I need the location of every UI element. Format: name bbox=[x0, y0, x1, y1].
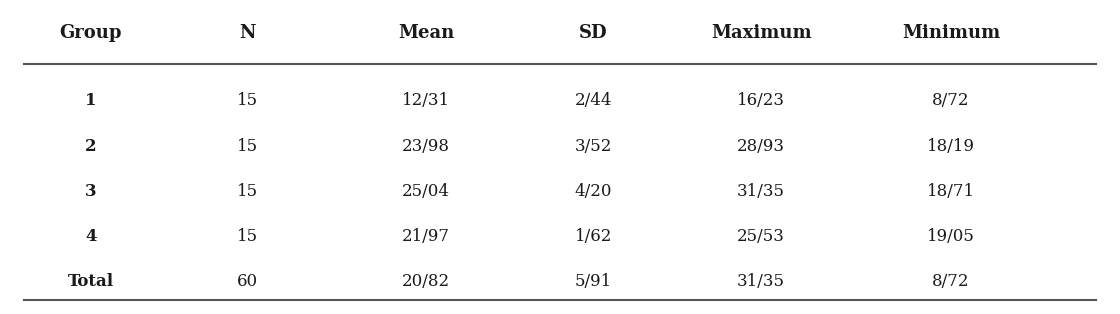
Text: 12/31: 12/31 bbox=[402, 93, 450, 110]
Text: 25/04: 25/04 bbox=[402, 183, 450, 200]
Text: 3: 3 bbox=[85, 183, 96, 200]
Text: 1: 1 bbox=[85, 93, 96, 110]
Text: Minimum: Minimum bbox=[902, 24, 1000, 41]
Text: 2/44: 2/44 bbox=[575, 93, 613, 110]
Text: 21/97: 21/97 bbox=[402, 228, 450, 245]
Text: 2: 2 bbox=[85, 138, 96, 154]
Text: Group: Group bbox=[59, 24, 122, 41]
Text: 23/98: 23/98 bbox=[402, 138, 450, 154]
Text: 31/35: 31/35 bbox=[737, 183, 785, 200]
Text: 5/91: 5/91 bbox=[575, 273, 613, 290]
Text: 60: 60 bbox=[236, 273, 258, 290]
Text: Mean: Mean bbox=[398, 24, 454, 41]
Text: 19/05: 19/05 bbox=[927, 228, 976, 245]
Text: 16/23: 16/23 bbox=[737, 93, 785, 110]
Text: N: N bbox=[239, 24, 255, 41]
Text: 20/82: 20/82 bbox=[402, 273, 450, 290]
Text: 8/72: 8/72 bbox=[932, 273, 970, 290]
Text: Total: Total bbox=[67, 273, 114, 290]
Text: 15: 15 bbox=[236, 228, 258, 245]
Text: 1/62: 1/62 bbox=[575, 228, 613, 245]
Text: 25/53: 25/53 bbox=[737, 228, 785, 245]
Text: 4: 4 bbox=[85, 228, 96, 245]
Text: 31/35: 31/35 bbox=[737, 273, 785, 290]
Text: 8/72: 8/72 bbox=[932, 93, 970, 110]
Text: 15: 15 bbox=[236, 183, 258, 200]
Text: SD: SD bbox=[579, 24, 608, 41]
Text: 18/71: 18/71 bbox=[927, 183, 976, 200]
Text: Maximum: Maximum bbox=[711, 24, 811, 41]
Text: 15: 15 bbox=[236, 93, 258, 110]
Text: 18/19: 18/19 bbox=[927, 138, 976, 154]
Text: 15: 15 bbox=[236, 138, 258, 154]
Text: 28/93: 28/93 bbox=[737, 138, 785, 154]
Text: 4/20: 4/20 bbox=[575, 183, 613, 200]
Text: 3/52: 3/52 bbox=[575, 138, 613, 154]
